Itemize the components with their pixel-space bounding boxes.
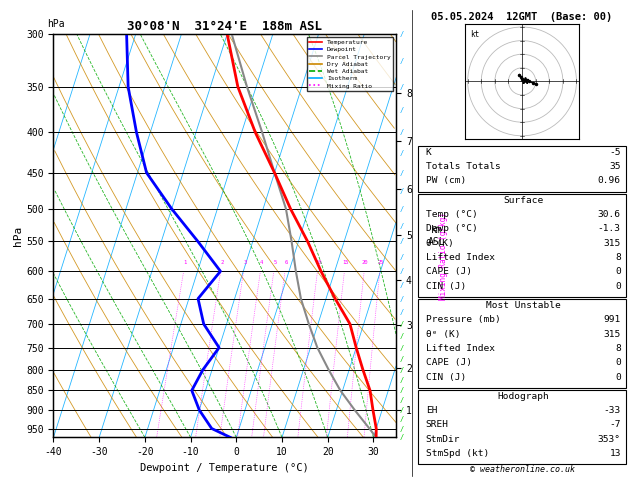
Text: /: / <box>399 295 404 302</box>
Text: /: / <box>399 107 404 113</box>
Text: SREH: SREH <box>426 420 449 430</box>
Text: 1: 1 <box>184 260 187 265</box>
Text: /: / <box>399 377 404 383</box>
Text: 353°: 353° <box>598 435 621 444</box>
Text: /: / <box>399 309 404 314</box>
Text: 0: 0 <box>615 372 621 382</box>
Text: θᵉ(K): θᵉ(K) <box>426 239 455 248</box>
Text: /: / <box>399 239 404 244</box>
Text: /: / <box>399 387 404 394</box>
Text: -7: -7 <box>610 420 621 430</box>
Text: CIN (J): CIN (J) <box>426 281 466 291</box>
Text: /: / <box>399 356 404 362</box>
Text: 15: 15 <box>342 260 348 265</box>
Text: Totals Totals: Totals Totals <box>426 162 501 171</box>
Text: /: / <box>399 58 404 65</box>
Text: /: / <box>399 434 404 440</box>
Text: StmDir: StmDir <box>426 435 460 444</box>
Text: /: / <box>399 188 404 194</box>
Text: Surface: Surface <box>503 196 543 205</box>
Legend: Temperature, Dewpoint, Parcel Trajectory, Dry Adiabat, Wet Adiabat, Isotherm, Mi: Temperature, Dewpoint, Parcel Trajectory… <box>307 37 393 91</box>
Text: CAPE (J): CAPE (J) <box>426 358 472 367</box>
Text: /: / <box>399 282 404 288</box>
Text: Mixing Ratio (g/kg): Mixing Ratio (g/kg) <box>439 212 448 300</box>
Text: EH: EH <box>426 406 437 415</box>
Y-axis label: hPa: hPa <box>13 226 23 246</box>
Text: 0: 0 <box>615 267 621 277</box>
Text: © weatheronline.co.uk: © weatheronline.co.uk <box>470 465 574 474</box>
Text: 0.96: 0.96 <box>598 176 621 186</box>
Text: -1.3: -1.3 <box>598 225 621 233</box>
Text: hPa: hPa <box>47 19 65 29</box>
Text: /: / <box>399 321 404 327</box>
Text: 30.6: 30.6 <box>598 210 621 219</box>
Text: Most Unstable: Most Unstable <box>486 301 560 310</box>
Text: 991: 991 <box>604 315 621 324</box>
Text: -33: -33 <box>604 406 621 415</box>
Text: 25: 25 <box>377 260 384 265</box>
Text: /: / <box>399 254 404 260</box>
Text: /: / <box>399 367 404 373</box>
Text: Lifted Index: Lifted Index <box>426 253 495 262</box>
Text: θᵉ (K): θᵉ (K) <box>426 330 460 339</box>
Text: 35: 35 <box>610 162 621 171</box>
Text: /: / <box>399 268 404 274</box>
Text: /: / <box>399 223 404 228</box>
Text: 10: 10 <box>315 260 322 265</box>
Text: 13: 13 <box>610 449 621 458</box>
Text: /: / <box>399 426 404 432</box>
Text: StmSpd (kt): StmSpd (kt) <box>426 449 489 458</box>
Text: /: / <box>399 333 404 339</box>
X-axis label: Dewpoint / Temperature (°C): Dewpoint / Temperature (°C) <box>140 463 309 473</box>
Text: Lifted Index: Lifted Index <box>426 344 495 353</box>
Text: 0: 0 <box>615 281 621 291</box>
Text: 8: 8 <box>615 344 621 353</box>
Text: 6: 6 <box>284 260 288 265</box>
Text: Pressure (mb): Pressure (mb) <box>426 315 501 324</box>
Text: CAPE (J): CAPE (J) <box>426 267 472 277</box>
Text: /: / <box>399 170 404 176</box>
Text: /: / <box>399 407 404 413</box>
Text: 4: 4 <box>260 260 264 265</box>
Text: /: / <box>399 84 404 90</box>
Text: 2: 2 <box>220 260 224 265</box>
Text: 8: 8 <box>615 253 621 262</box>
Text: Dewp (°C): Dewp (°C) <box>426 225 477 233</box>
Text: 5: 5 <box>274 260 277 265</box>
Text: /: / <box>399 150 404 156</box>
Text: kt: kt <box>470 30 480 39</box>
Text: PW (cm): PW (cm) <box>426 176 466 186</box>
Text: /: / <box>399 206 404 212</box>
Title: 30°08'N  31°24'E  188m ASL: 30°08'N 31°24'E 188m ASL <box>127 20 323 33</box>
Text: Temp (°C): Temp (°C) <box>426 210 477 219</box>
Text: /: / <box>399 129 404 136</box>
Text: K: K <box>426 148 431 157</box>
Text: /: / <box>399 398 404 403</box>
Text: 315: 315 <box>604 330 621 339</box>
Text: 05.05.2024  12GMT  (Base: 00): 05.05.2024 12GMT (Base: 00) <box>431 12 613 22</box>
Y-axis label: km
ASL: km ASL <box>428 225 446 246</box>
Text: CIN (J): CIN (J) <box>426 372 466 382</box>
Text: /: / <box>399 31 404 37</box>
Text: /: / <box>399 417 404 422</box>
Text: /: / <box>399 345 404 350</box>
Text: -5: -5 <box>610 148 621 157</box>
Text: 0: 0 <box>615 358 621 367</box>
Text: Hodograph: Hodograph <box>498 392 549 401</box>
Text: 20: 20 <box>362 260 369 265</box>
Text: 315: 315 <box>604 239 621 248</box>
Text: 3: 3 <box>243 260 247 265</box>
